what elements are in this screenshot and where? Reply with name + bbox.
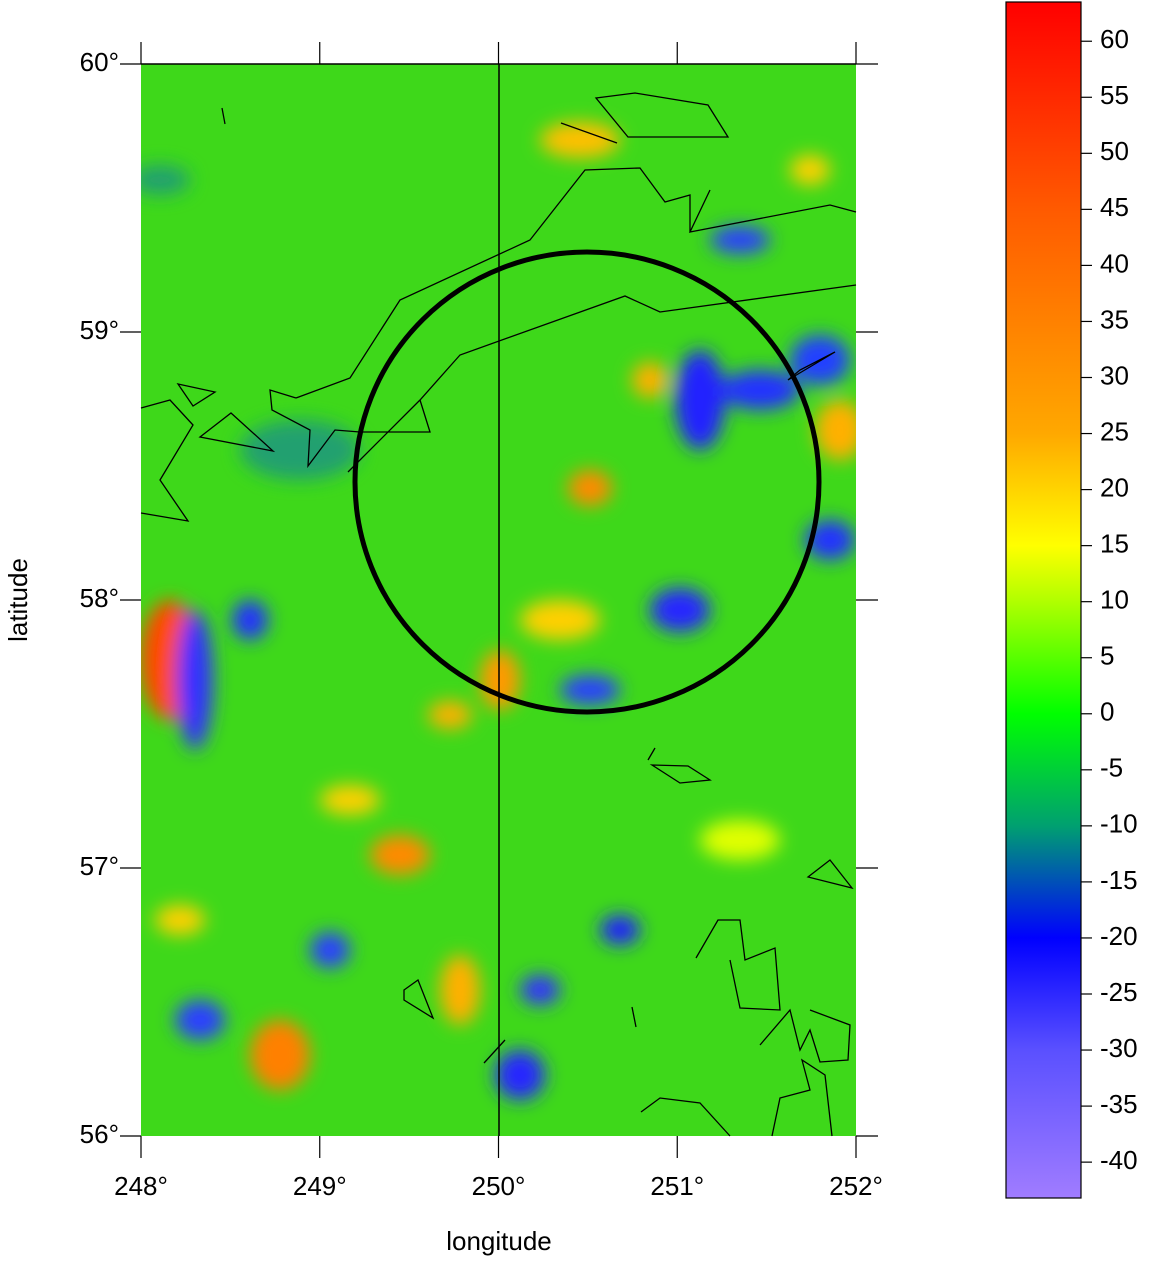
colorbar-tick-label: 60 [1100,24,1129,54]
colorbar-tick-label: -5 [1100,753,1123,783]
study-area-circle [352,249,822,715]
colorbar-tick-label: 35 [1100,304,1129,334]
coastlines [140,92,857,1137]
x-axis-label: longitude [446,1226,552,1256]
colorbar-tick-label: 5 [1100,641,1114,671]
colorbar [1005,1,1082,1199]
colorbar-tick-label: -10 [1100,809,1138,839]
colorbar-tick-label: 50 [1100,136,1129,166]
colorbar-tick-label: -40 [1100,1145,1138,1175]
colorbar-tick-label: 15 [1100,529,1129,559]
colorbar-tick-label: -15 [1100,865,1138,895]
x-tick-label: 250° [472,1171,526,1201]
y-tick-label: 57° [80,851,119,881]
colorbar-tick-label: 55 [1100,80,1129,110]
colorbar-tick-label: 30 [1100,360,1129,390]
y-tick-label: 58° [80,583,119,613]
colorbar-tick-label: -30 [1100,1033,1138,1063]
colorbar-tick-label: 10 [1100,585,1129,615]
x-tick-label: 251° [650,1171,704,1201]
y-axis-label: latitude [3,558,33,642]
x-tick-label: 249° [293,1171,347,1201]
anomaly-field [141,64,856,1136]
colorbar-tick-label: 25 [1100,416,1129,446]
colorbar-tick-label: -20 [1100,921,1138,951]
x-tick-label: 248° [114,1171,168,1201]
colorbar-tick-label: -35 [1100,1089,1138,1119]
x-tick-label: 252° [829,1171,883,1201]
y-tick-label: 56° [80,1119,119,1149]
colorbar-tick-label: 40 [1100,248,1129,278]
colorbar-tick-label: 45 [1100,192,1129,222]
colorbar-tick-label: 20 [1100,472,1129,502]
colorbar-tick-label: 0 [1100,697,1114,727]
colorbar-tick-label: -25 [1100,977,1138,1007]
y-tick-label: 59° [80,315,119,345]
y-tick-label: 60° [80,47,119,77]
